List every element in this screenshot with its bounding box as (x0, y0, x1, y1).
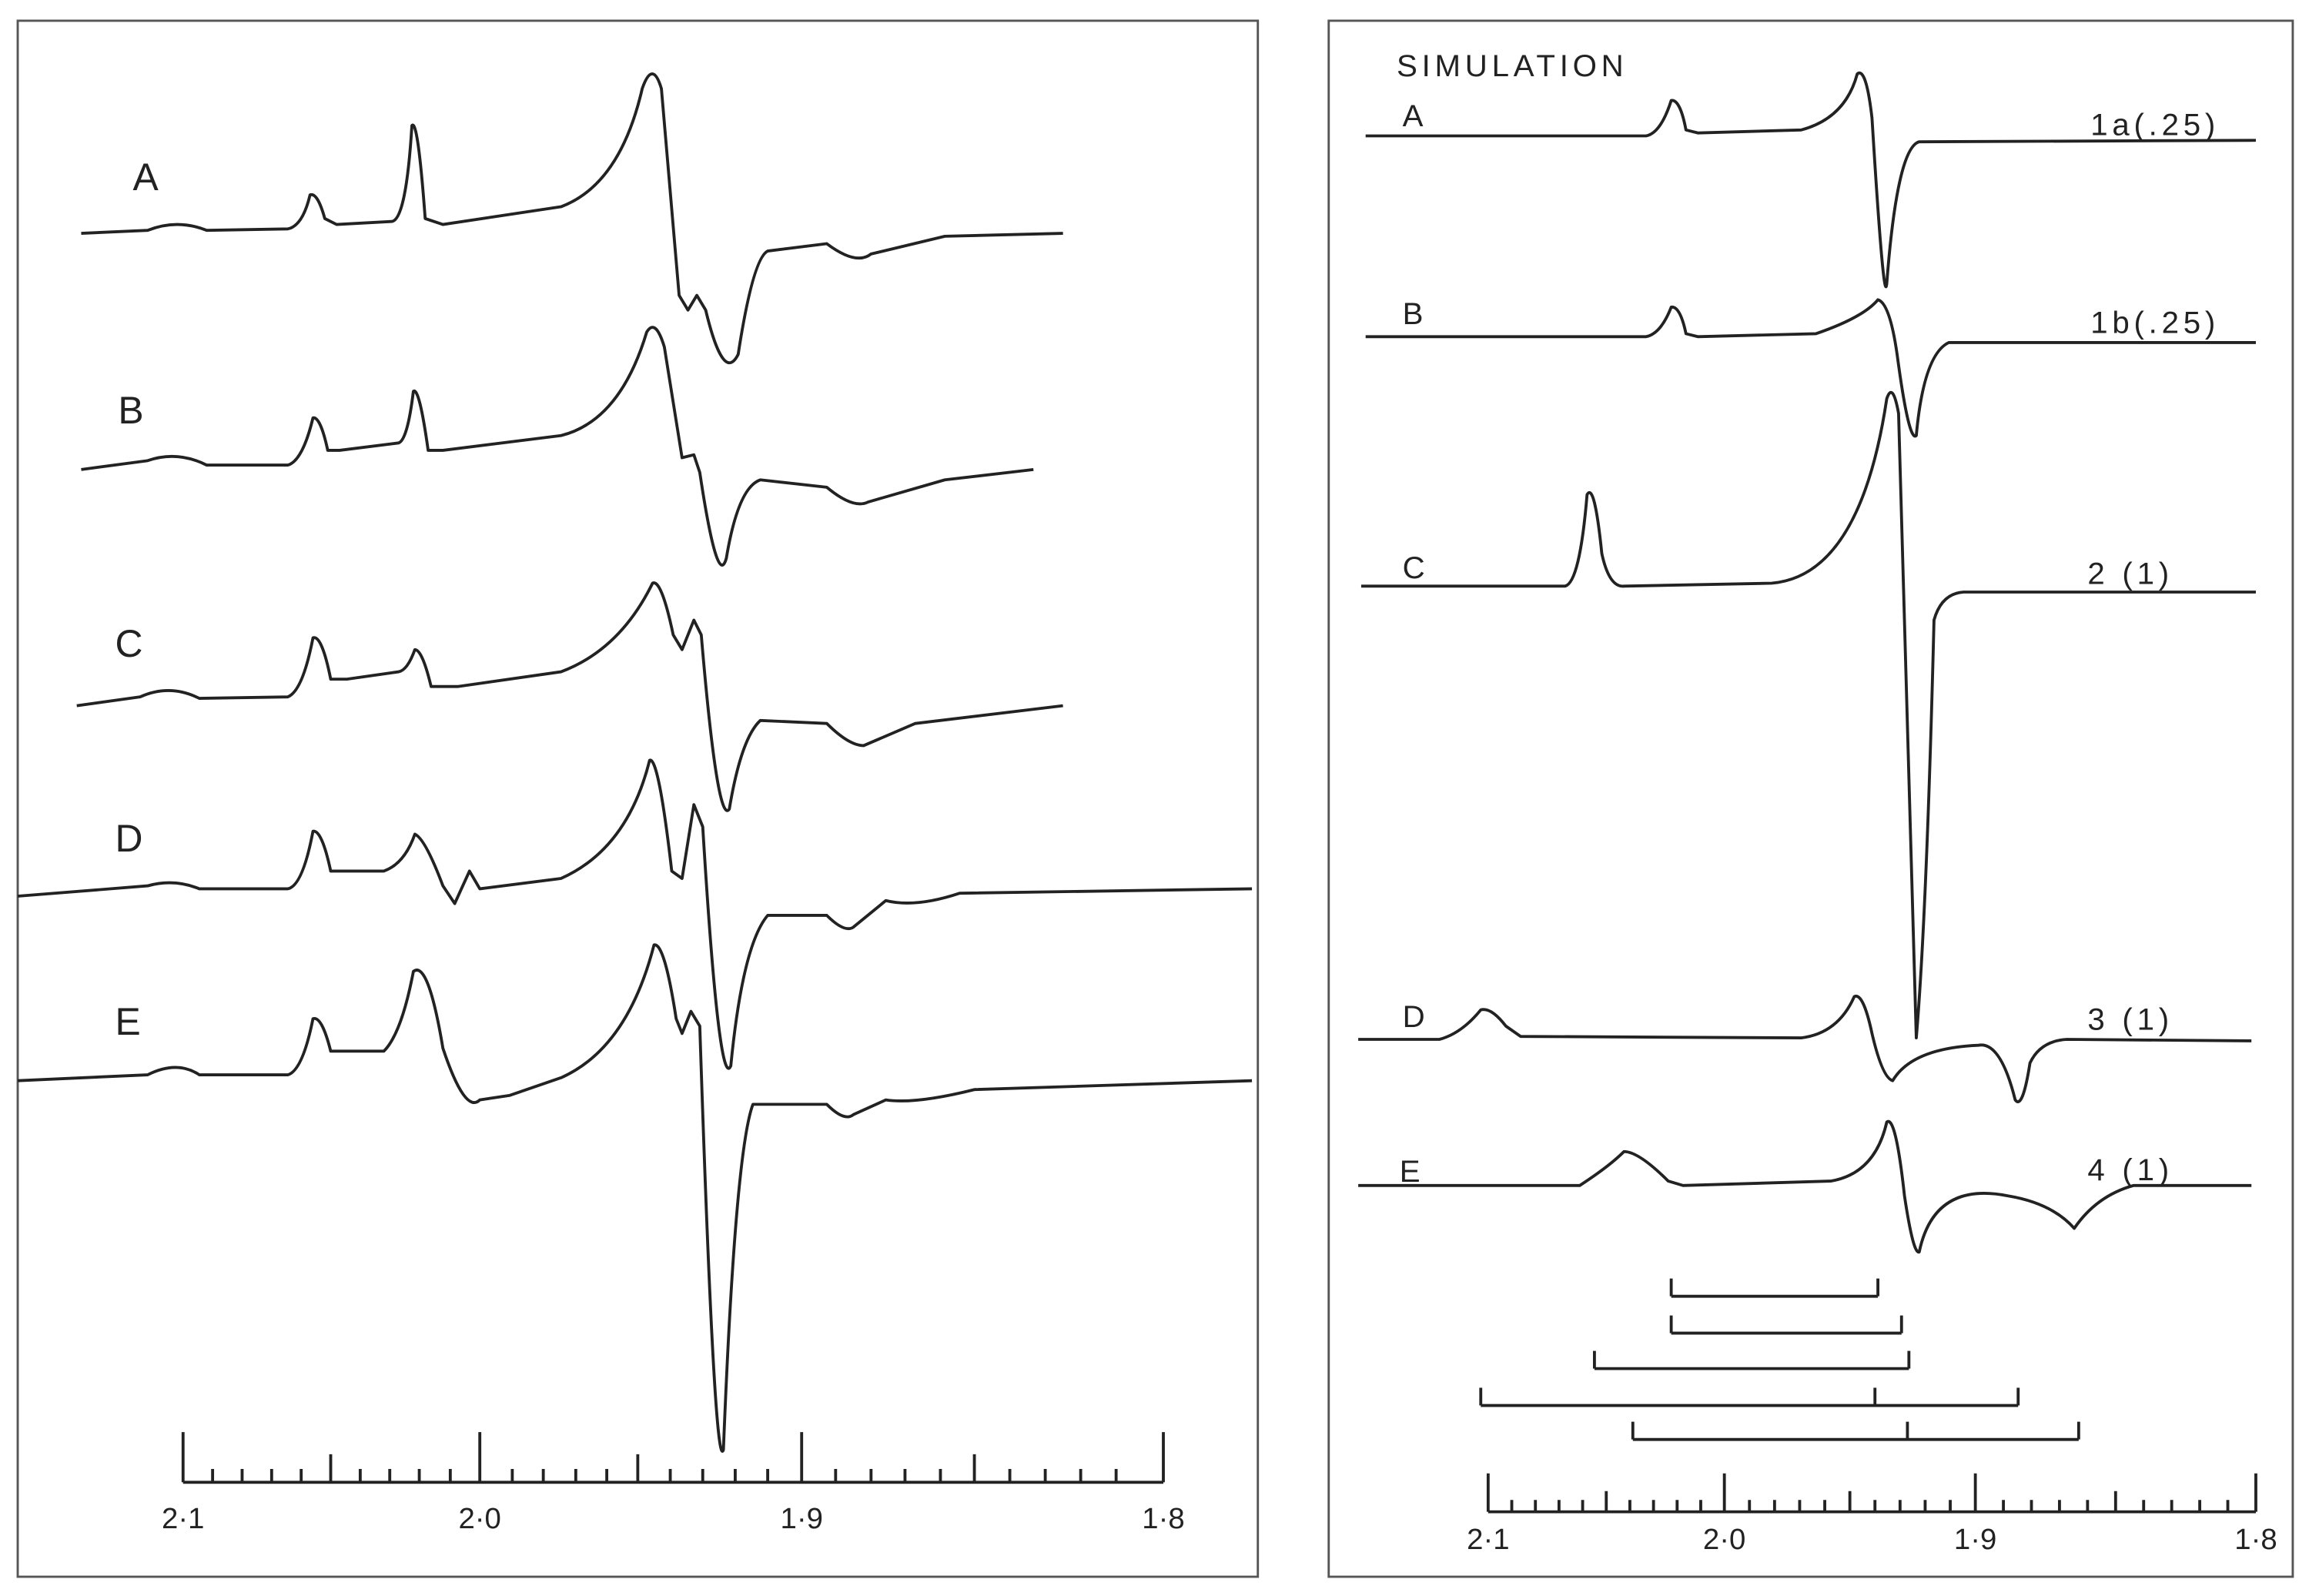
axis-label: 2·1 (162, 1502, 204, 1535)
panel-title: SIMULATION (1397, 49, 1628, 83)
trace-label: B (118, 389, 143, 432)
trace-label: C (115, 622, 143, 665)
trace-label: A (133, 156, 159, 199)
simulation-trace (1358, 1119, 2252, 1254)
trace-label: D (1403, 999, 1430, 1034)
simulation-trace (1358, 995, 2252, 1103)
trace-annotation: 3 (1) (2087, 1002, 2173, 1037)
trace-annotation: 1a(.25) (2090, 108, 2220, 142)
axis-label: 1·8 (2234, 1523, 2277, 1556)
axis-label: 2·0 (1703, 1523, 1745, 1556)
right-axis (1486, 1473, 2257, 1514)
left-axis (181, 1432, 1165, 1484)
trace-label: C (1403, 550, 1430, 585)
axis-label: 1·9 (1954, 1523, 1996, 1556)
spectrum-trace (17, 758, 1253, 1070)
simulation-trace (1365, 71, 2256, 289)
spectrum-trace (81, 72, 1063, 365)
trace-label: D (115, 817, 143, 860)
axis-label: 2·0 (458, 1502, 500, 1535)
spectrum-trace (17, 943, 1253, 1453)
trace-annotation: 4 (1) (2087, 1153, 2173, 1187)
left-frame (16, 19, 1260, 1578)
spectrum-trace (81, 326, 1034, 567)
stick-diagram (1479, 1278, 2080, 1441)
trace-annotation: 2 (1) (2087, 557, 2173, 591)
trace-label: A (1403, 99, 1428, 133)
simulation-trace (1365, 298, 2256, 438)
right-frame (1327, 19, 2294, 1578)
axis-label: 1·8 (1142, 1502, 1184, 1535)
axis-label: 2·1 (1467, 1523, 1509, 1556)
trace-annotation: 1b(.25) (2090, 306, 2220, 340)
trace-label: B (1403, 296, 1428, 331)
spectrum-trace (76, 581, 1063, 812)
axis-label: 1·9 (781, 1502, 823, 1535)
trace-label: E (1400, 1154, 1425, 1189)
simulation-trace (1360, 390, 2256, 1040)
trace-label: E (115, 1000, 141, 1043)
